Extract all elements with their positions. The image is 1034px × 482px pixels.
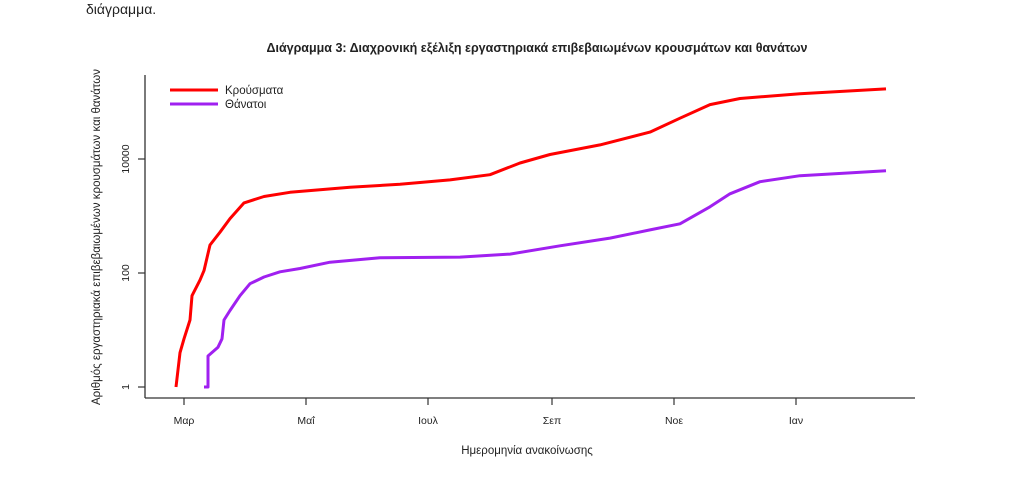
x-tick-label: Μαρ: [174, 415, 195, 427]
x-tick-label: Μαΐ: [297, 415, 315, 427]
x-tick-label: Ιαν: [789, 415, 803, 427]
chart-title: Διάγραμμα 3: Διαχρονική εξέλιξη εργαστηρ…: [266, 41, 807, 55]
y-tick-label: 100: [120, 264, 132, 282]
x-tick-label: Νοε: [665, 415, 683, 427]
legend-label-cases: Κρούσματα: [225, 85, 284, 97]
deaths-line: [204, 169, 887, 389]
y-axis-label: Αριθμός εργαστηριακά επιβεβαιωμένων κρου…: [91, 69, 103, 405]
y-tick-label: 10000: [120, 144, 132, 173]
legend-label-deaths: Θάνατοι: [225, 99, 267, 111]
y-tick-label: 1: [120, 384, 132, 390]
cases-line: [174, 87, 887, 388]
preceding-text: διάγραμμα.: [86, 1, 157, 17]
x-axis-label: Ημερομηνία ανακοίνωσης: [461, 445, 593, 457]
legend: Κρούσματα Θάνατοι: [170, 85, 284, 111]
x-tick-label: Ιουλ: [418, 415, 438, 427]
x-tick-label: Σεπ: [543, 415, 561, 427]
